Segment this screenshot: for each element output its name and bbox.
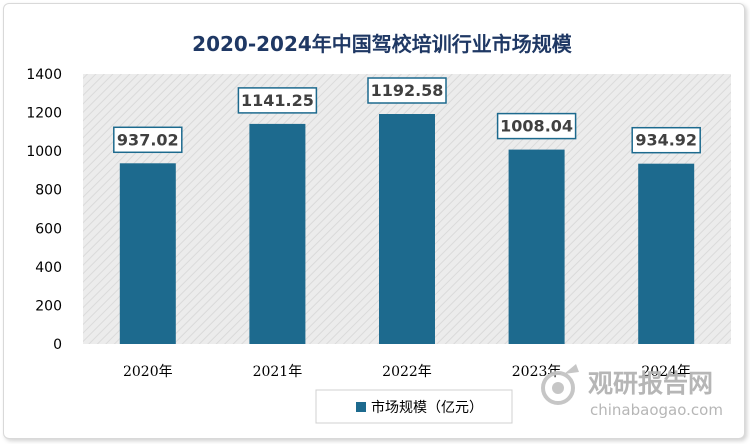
- data-label-box: [113, 126, 183, 154]
- bar: [249, 123, 306, 344]
- x-tick-label: 2024年: [641, 364, 691, 380]
- data-label: 937.02: [117, 130, 179, 149]
- data-label-box: [367, 77, 447, 104]
- chart-frame: 2020-2024年中国驾校培训行业市场规模 0 200 400 600 800 1000…: [3, 3, 745, 439]
- data-label-box: [631, 126, 701, 154]
- y-tick-label: 1400: [26, 67, 62, 83]
- watermark-logo-icon: [541, 364, 579, 405]
- bar: [638, 163, 695, 344]
- legend: 市场规模（亿元）: [315, 389, 513, 424]
- chart-title: 2020-2024年中国驾校培训行业市场规模: [192, 32, 573, 56]
- x-tick-label: 2021年: [253, 364, 303, 380]
- y-tick-label: 600: [35, 221, 62, 237]
- bar: [508, 149, 565, 344]
- y-tick-label: 1000: [26, 144, 62, 160]
- y-axis: 0 200 400 600 800 1000 1200 1400: [26, 67, 62, 353]
- data-label: 1141.25: [241, 91, 314, 110]
- x-axis: 2020年 2021年 2022年 2023年 2024年: [123, 364, 691, 380]
- legend-swatch: [356, 402, 366, 412]
- y-tick-label: 0: [53, 337, 62, 353]
- data-label-box: [496, 112, 577, 140]
- x-tick-label: 2022年: [382, 364, 432, 380]
- y-tick-label: 200: [35, 298, 62, 314]
- y-tick-label: 800: [35, 183, 62, 199]
- legend-label: 市场规模（亿元）: [371, 399, 483, 416]
- data-label: 1192.58: [371, 81, 444, 100]
- legend-box: [315, 389, 513, 424]
- data-label: 1008.04: [500, 117, 573, 136]
- y-tick-label: 400: [35, 260, 62, 276]
- watermark: 观研报告网 chinabaogao.com: [541, 364, 723, 419]
- bars: 937.02 1141.25 1192.58 1008.04 934.92: [113, 77, 701, 344]
- bar-chart: 2020-2024年中国驾校培训行业市场规模 0 200 400 600 800 1000…: [26, 32, 731, 424]
- bar: [119, 163, 176, 344]
- x-tick-label: 2020年: [123, 364, 173, 380]
- y-tick-label: 1200: [26, 106, 62, 122]
- watermark-cn: 观研报告网: [588, 369, 713, 398]
- watermark-en: chinabaogao.com: [590, 401, 723, 419]
- data-label: 934.92: [635, 131, 697, 150]
- data-label-box: [237, 87, 318, 114]
- bar: [379, 114, 435, 344]
